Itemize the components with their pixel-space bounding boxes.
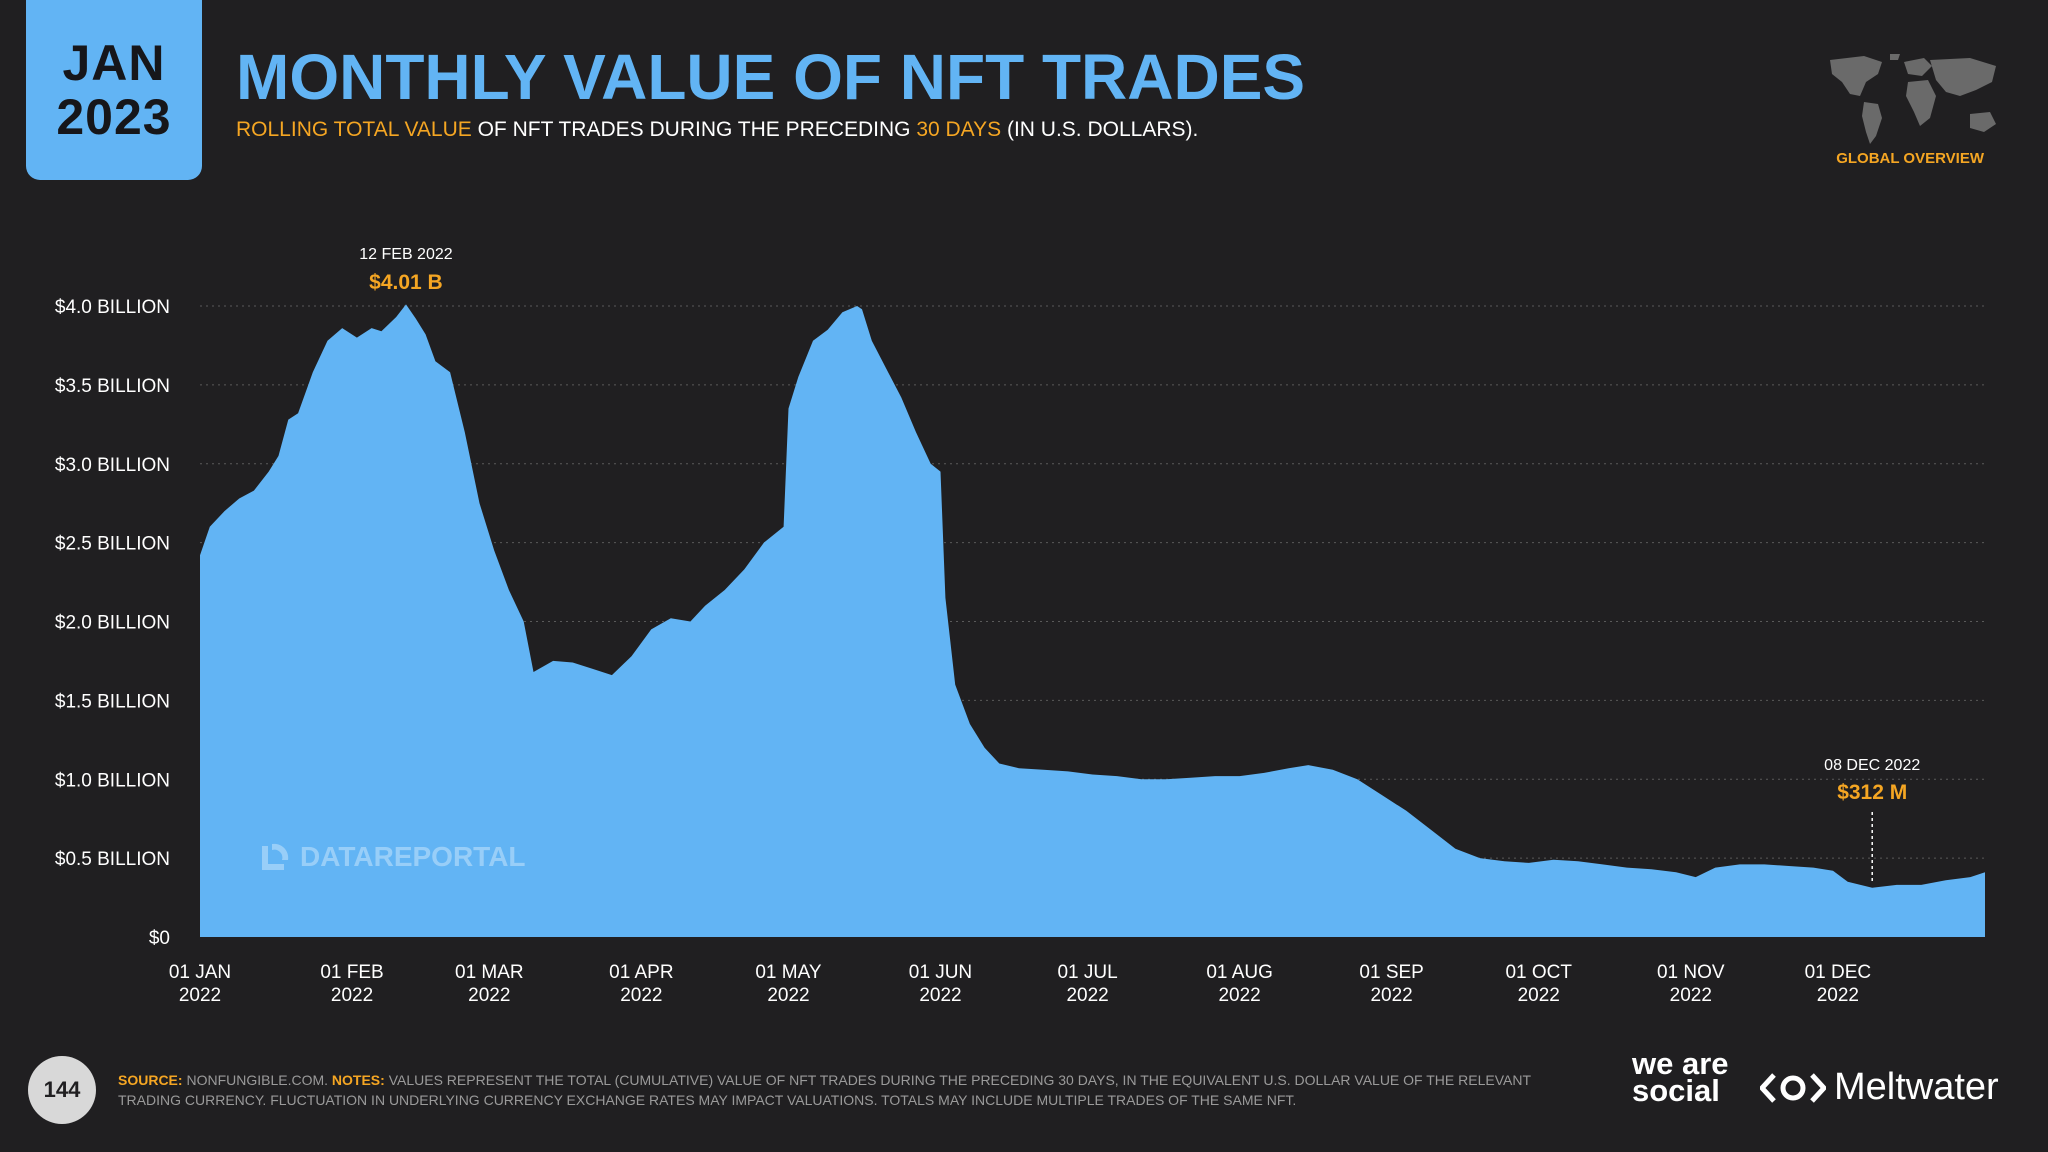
- page-number: 144: [28, 1056, 96, 1124]
- x-tick-year-1: 2022: [331, 985, 373, 1006]
- datareportal-logo-icon: [262, 843, 289, 870]
- watermark: DATAREPORTAL: [258, 840, 526, 874]
- x-tick-year-10: 2022: [1670, 985, 1712, 1006]
- x-tick-year-4: 2022: [767, 985, 809, 1006]
- x-tick-year-0: 2022: [179, 985, 221, 1006]
- source-key: SOURCE:: [118, 1072, 183, 1088]
- badge-month: JAN: [62, 35, 166, 91]
- meltwater-logo: Meltwater: [1760, 1066, 1999, 1109]
- x-tick-label-4: 01 MAY: [755, 962, 822, 983]
- y-tick-label-1: $0.5 BILLION: [55, 849, 170, 870]
- source-note: SOURCE: NONFUNGIBLE.COM. NOTES: VALUES R…: [118, 1070, 1558, 1110]
- x-tick-label-3: 01 APR: [609, 962, 673, 983]
- we-are-social-logo: we are social: [1632, 1046, 1742, 1108]
- annotation-layer: 12 FEB 2022 $4.01 B 08 DEC 2022 $312 M: [359, 246, 1920, 882]
- watermark-text: DATAREPORTAL: [300, 841, 526, 872]
- page-subtitle: ROLLING TOTAL VALUE OF NFT TRADES DURING…: [236, 118, 1198, 142]
- y-tick-label-6: $3.0 BILLION: [55, 455, 170, 476]
- page-title: MONTHLY VALUE OF NFT TRADES: [236, 41, 1306, 113]
- region-label: GLOBAL OVERVIEW: [1836, 150, 1984, 167]
- annotation-value-0: $4.01 B: [369, 271, 443, 294]
- subtitle-part-1: ROLLING TOTAL VALUE: [236, 118, 472, 141]
- meltwater-text: Meltwater: [1834, 1066, 1999, 1108]
- x-tick-year-7: 2022: [1218, 985, 1260, 1006]
- x-tick-year-3: 2022: [620, 985, 662, 1006]
- series-area-0: [200, 304, 1985, 937]
- x-tick-year-9: 2022: [1518, 985, 1560, 1006]
- x-tick-label-7: 01 AUG: [1206, 962, 1273, 983]
- subtitle-part-4: (IN U.S. DOLLARS).: [1001, 118, 1199, 141]
- date-badge: JAN 2023: [26, 0, 202, 180]
- y-axis: $0 $0.5 BILLION $1.0 BILLION $1.5 BILLION $2…: [55, 297, 170, 949]
- y-tick-label-0: $0: [149, 928, 170, 949]
- y-tick-label-4: $2.0 BILLION: [55, 613, 170, 634]
- x-tick-label-5: 01 JUN: [909, 962, 972, 983]
- x-tick-label-2: 01 MAR: [455, 962, 524, 983]
- x-tick-year-5: 2022: [919, 985, 961, 1006]
- y-tick-label-8: $4.0 BILLION: [55, 297, 170, 318]
- source-text: NONFUNGIBLE.COM.: [182, 1072, 332, 1088]
- x-tick-label-1: 01 FEB: [320, 962, 383, 983]
- x-tick-label-0: 01 JAN: [169, 962, 231, 983]
- we-are-social-text: we are social: [1632, 1046, 1729, 1108]
- x-tick-label-11: 01 DEC: [1805, 962, 1872, 983]
- y-tick-label-2: $1.0 BILLION: [55, 770, 170, 791]
- annotation-date-0: 12 FEB 2022: [359, 246, 453, 263]
- x-tick-year-11: 2022: [1817, 985, 1859, 1006]
- annotation-value-1: $312 M: [1837, 781, 1907, 804]
- x-tick-year-8: 2022: [1370, 985, 1412, 1006]
- x-tick-label-8: 01 SEP: [1359, 962, 1423, 983]
- notes-key: NOTES:: [331, 1072, 385, 1088]
- badge-year: 2023: [56, 89, 172, 145]
- x-tick-label-10: 01 NOV: [1657, 962, 1725, 983]
- subtitle-part-2: OF NFT TRADES DURING THE PRECEDING: [471, 118, 917, 141]
- area-layer: [200, 304, 1985, 937]
- y-tick-label-3: $1.5 BILLION: [55, 691, 170, 712]
- meltwater-logo-icon: [1760, 1072, 1826, 1103]
- notes-text: VALUES REPRESENT THE TOTAL (CUMULATIVE) …: [118, 1072, 1531, 1108]
- world-map-icon: [1830, 54, 1996, 144]
- subtitle-part-3: 30 DAYS: [916, 118, 1002, 141]
- x-tick-label-9: 01 OCT: [1505, 962, 1572, 983]
- y-tick-label-5: $2.5 BILLION: [55, 534, 170, 555]
- annotation-date-1: 08 DEC 2022: [1824, 757, 1920, 774]
- y-tick-label-7: $3.5 BILLION: [55, 376, 170, 397]
- x-tick-year-2: 2022: [468, 985, 510, 1006]
- x-tick-label-6: 01 JUL: [1057, 962, 1117, 983]
- x-tick-year-6: 2022: [1066, 985, 1108, 1006]
